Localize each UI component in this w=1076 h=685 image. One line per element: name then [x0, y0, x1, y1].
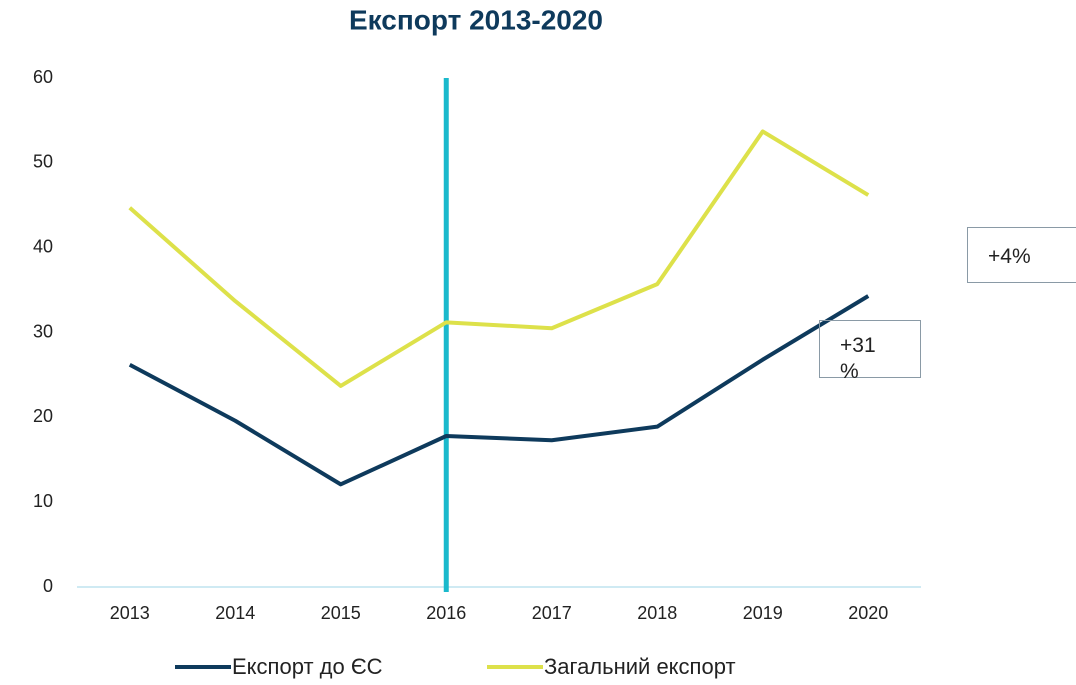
x-tick-label: 2018: [637, 603, 677, 623]
legend-label: Експорт до ЄС: [232, 654, 383, 679]
legend-label: Загальний експорт: [544, 654, 736, 679]
y-tick-label: 0: [43, 576, 53, 596]
x-tick-label: 2013: [110, 603, 150, 623]
annotation: +4%: [967, 227, 1076, 283]
data-line: [128, 129, 870, 388]
y-tick-label: 20: [33, 406, 53, 426]
x-tick-label: 2019: [743, 603, 783, 623]
y-tick-label: 30: [33, 321, 53, 341]
x-tick-label: 2014: [215, 603, 255, 623]
x-tick-label: 2015: [321, 603, 361, 623]
chart-title: Експорт 2013-2020: [349, 4, 603, 35]
x-tick-label: 2020: [848, 603, 888, 623]
y-tick-label: 40: [33, 236, 53, 256]
data-line: [128, 294, 870, 487]
x-tick-label: 2017: [532, 603, 572, 623]
y-tick-label: 10: [33, 491, 53, 511]
y-tick-label: 60: [33, 67, 53, 87]
y-tick-label: 50: [33, 152, 53, 172]
x-tick-label: 2016: [426, 603, 466, 623]
annotation: +31 %: [819, 320, 921, 383]
